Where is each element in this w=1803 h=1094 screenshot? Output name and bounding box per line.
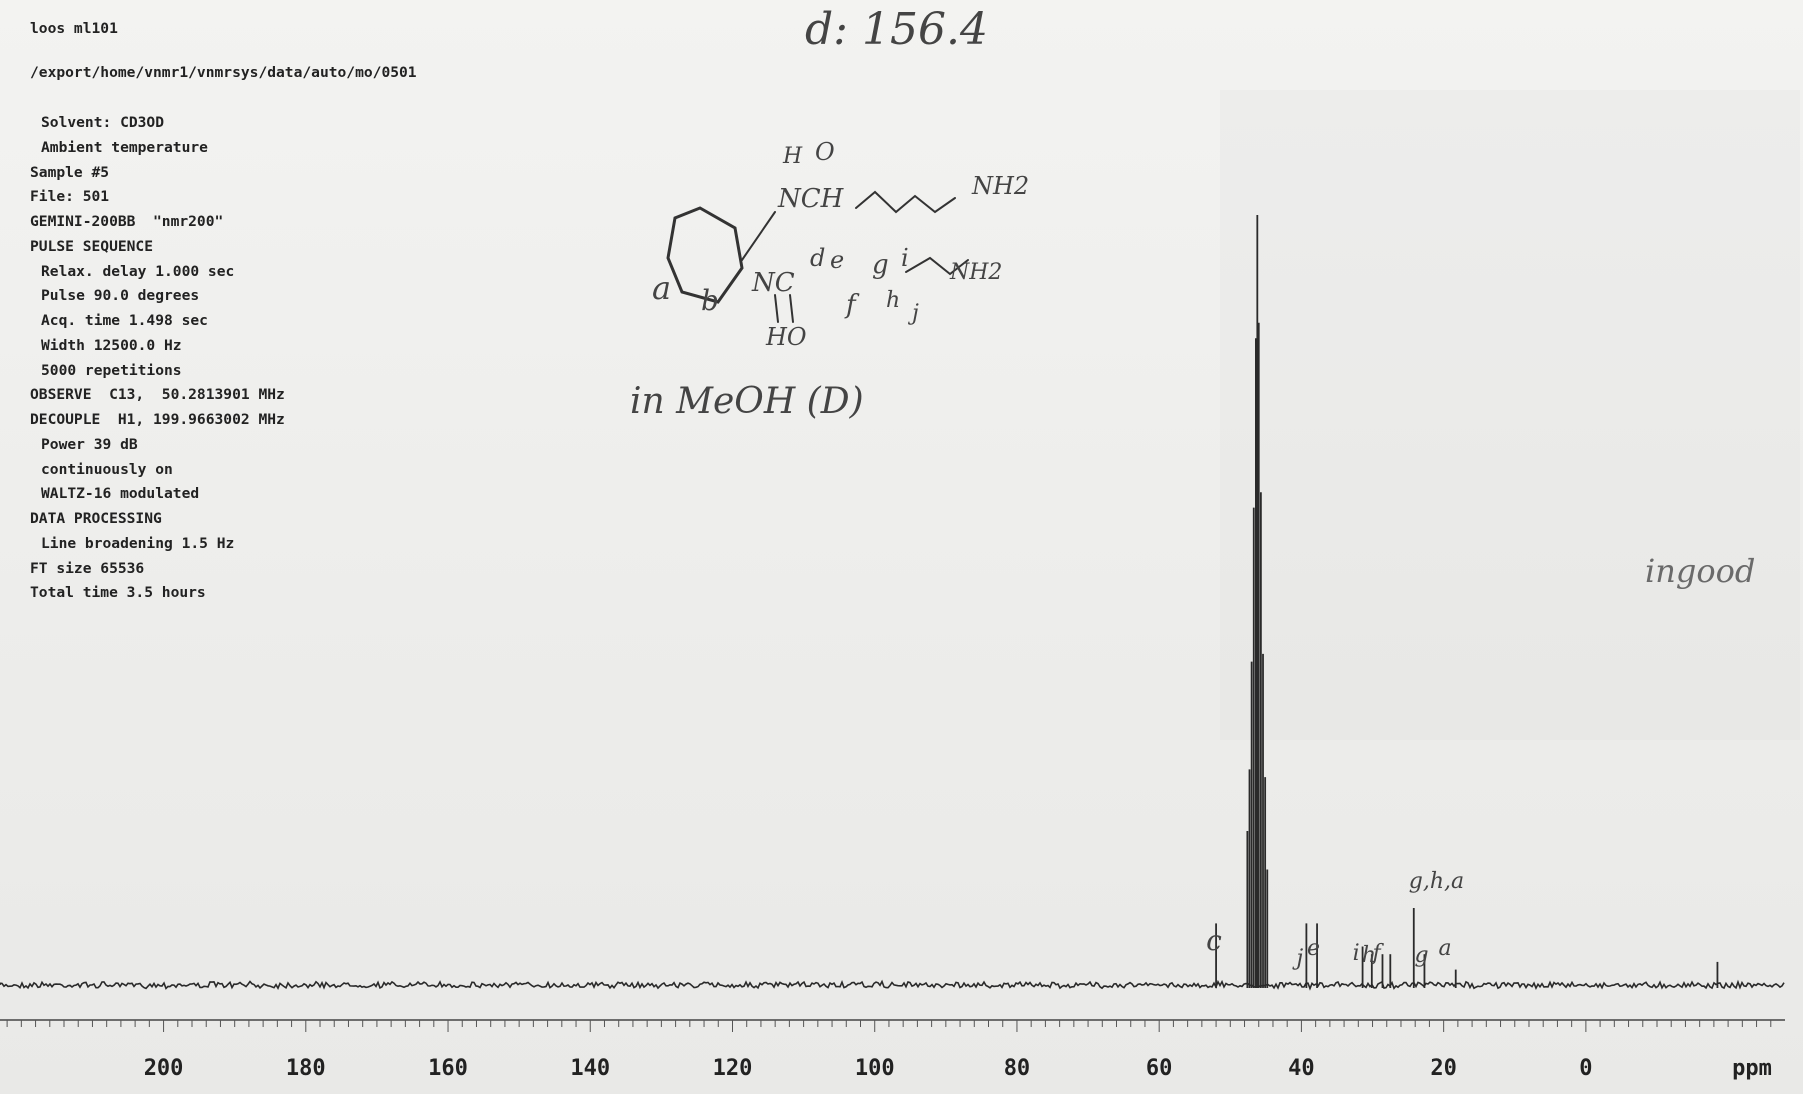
parameter-row: Solvent: CD3OD (41, 114, 165, 131)
struct-label-a: a (652, 269, 672, 307)
struct-label-g: g (872, 250, 889, 280)
x-tick-label: 180 (286, 1056, 326, 1081)
x-tick-label: 20 (1430, 1056, 1457, 1081)
peak-annotation: i (1353, 941, 1360, 966)
parameter-row: PULSE SEQUENCE (30, 237, 154, 255)
parameter-row: Pulse 90.0 degrees (41, 287, 200, 305)
struct-label-i: i (901, 244, 909, 272)
parameter-row: DATA PROCESSING (30, 510, 162, 527)
struct-label-d: d (810, 244, 826, 272)
struct-label-nh2-top: NH2 (972, 172, 1030, 200)
parameter-row: Line broadening 1.5 Hz (41, 534, 235, 552)
parameter-row: continuously on (41, 460, 173, 478)
struct-label-e: e (830, 246, 845, 274)
struct-label-nc-mid: NC (752, 268, 795, 298)
x-tick-label: 100 (855, 1056, 895, 1081)
struct-label-b: b (701, 284, 719, 317)
x-tick-label: 140 (570, 1056, 610, 1081)
x-tick-label: 200 (144, 1056, 184, 1081)
parameter-row: Sample #5 (30, 163, 110, 181)
struct-label-j: j (912, 301, 919, 326)
spectrum-baseline (0, 979, 1785, 991)
parameter-row: Width 12500.0 Hz (41, 336, 182, 354)
peak-annotation: a (1439, 936, 1452, 961)
peak-annotation: e (1307, 936, 1320, 961)
struct-label-h-top: H (783, 144, 803, 169)
struct-label-f: f (846, 290, 856, 320)
x-tick-label: 120 (713, 1056, 753, 1081)
parameter-row: GEMINI-200BB "nmr200" (30, 213, 224, 230)
data-path: /export/home/vnmr1/vnmrsys/data/auto/mo/… (30, 64, 417, 81)
parameter-row: OBSERVE C13, 50.2813901 MHz (30, 386, 285, 404)
x-tick-label: 160 (428, 1056, 468, 1081)
x-tick-label: 40 (1288, 1056, 1315, 1081)
parameter-row: Acq. time 1.498 sec (41, 312, 208, 329)
struct-label-ho: HO (766, 323, 807, 351)
parameter-row: Ambient temperature (41, 138, 208, 156)
x-tick-label: 60 (1146, 1056, 1173, 1081)
x-tick-label: 0 (1579, 1056, 1592, 1081)
parameter-row: File: 501 (30, 188, 110, 206)
struct-label-h: h (886, 288, 901, 313)
struct-label-o-top: O (815, 138, 835, 166)
x-axis-unit-label: ppm (1732, 1056, 1772, 1081)
peak-annotation: j (1291, 946, 1303, 971)
handwritten-side-note: ingood (1645, 552, 1756, 590)
handwritten-top-note: d: 156.4 (805, 4, 988, 55)
peak-annotation: h (1362, 943, 1376, 968)
parameter-row: Power 39 dB (41, 435, 138, 453)
handwritten-solvent-note: in MeOH (D) (630, 381, 864, 422)
peak-annotation: c (1206, 924, 1222, 957)
peak-annotation: g (1414, 943, 1428, 968)
struct-label-nh2-mid: NH2 (950, 260, 1003, 285)
struct-label-nch-top: NCH (778, 184, 844, 214)
parameter-row: Relax. delay 1.000 sec (41, 262, 235, 280)
sample-title: loos ml101 (30, 20, 118, 37)
parameter-row: WALTZ-16 modulated (41, 485, 200, 503)
parameter-row: 5000 repetitions (41, 361, 182, 379)
parameter-row: FT size 65536 (30, 559, 145, 577)
peak-annotation: g,h,a (1409, 869, 1464, 894)
show-through-band (1220, 90, 1800, 740)
parameter-row: DECOUPLE H1, 199.9663002 MHz (30, 411, 285, 428)
parameter-row: Total time 3.5 hours (30, 584, 206, 602)
x-tick-label: 80 (1004, 1056, 1031, 1081)
